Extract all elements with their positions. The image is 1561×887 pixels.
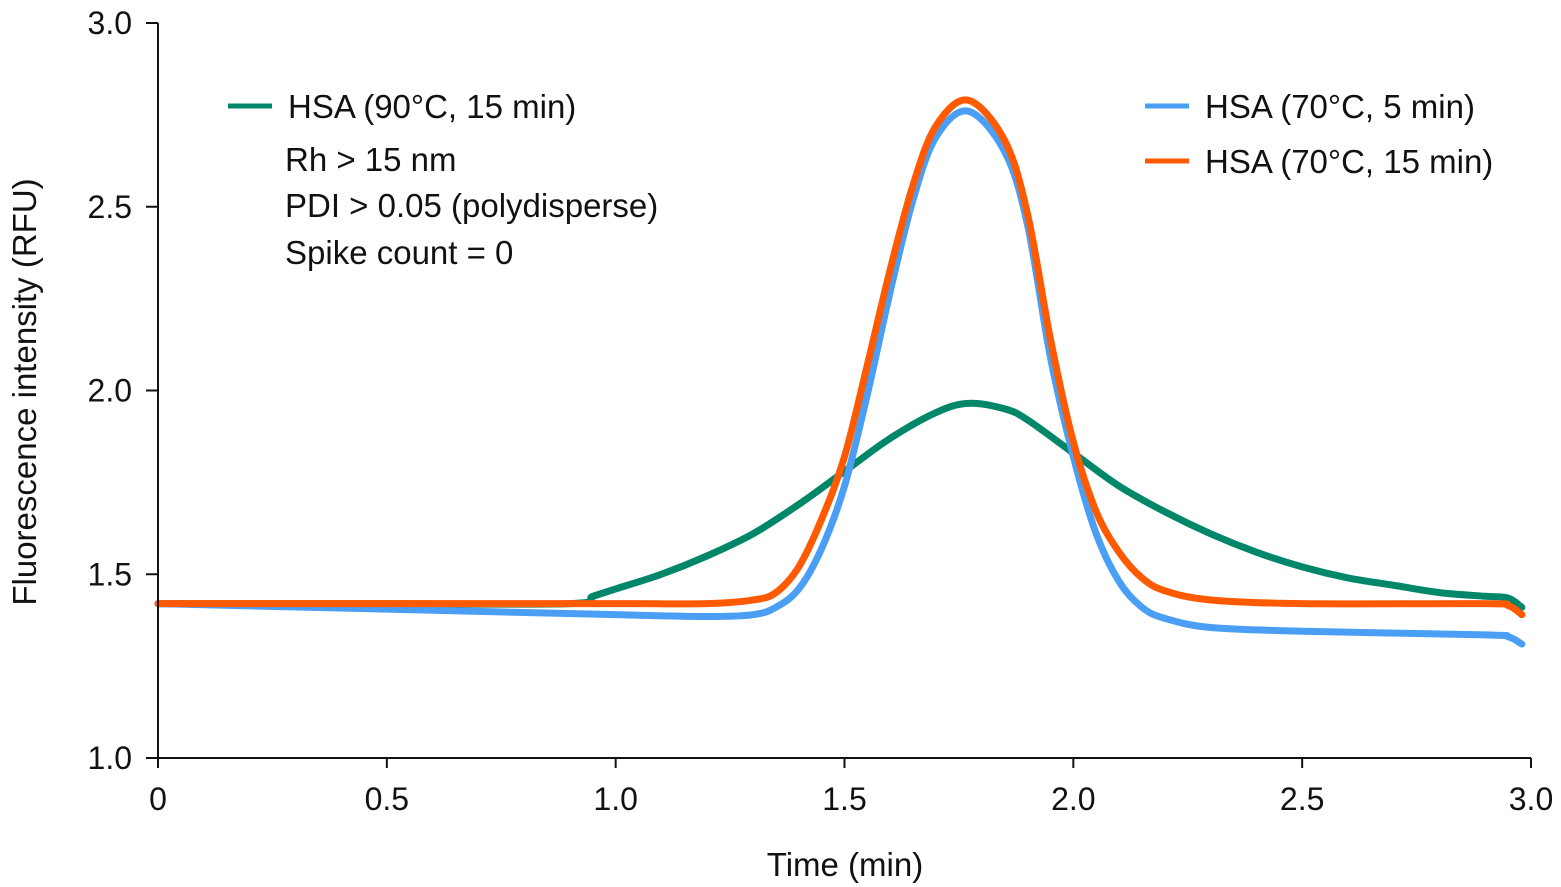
y-axis-title: Fluorescence intensity (RFU): [6, 178, 43, 605]
y-tick-label: 3.0: [88, 5, 132, 41]
legend-label-hsa-90c-15min: HSA (90°C, 15 min): [288, 88, 576, 125]
x-tick-label: 3.0: [1509, 781, 1553, 817]
x-tick-label: 1.5: [822, 781, 866, 817]
legend-label-hsa-70c-15min: HSA (70°C, 15 min): [1205, 143, 1493, 180]
ticks-layer: 0 0.5 1.0 1.5 2.0 2.5 3.0 1.0 1.5 2.0 2.5 3.0: [88, 5, 1554, 817]
y-tick-label: 2.0: [88, 373, 132, 409]
annotation-rh: Rh > 15 nm: [285, 141, 457, 178]
annotation-pdi: PDI > 0.05 (polydisperse): [285, 187, 658, 224]
y-tick-label: 2.5: [88, 189, 132, 225]
series-line-0: [154, 399, 1526, 611]
x-tick-label: 1.0: [593, 781, 637, 817]
y-tick-label: 1.5: [88, 556, 132, 592]
x-tick-label: 0.5: [365, 781, 409, 817]
series-line-2: [154, 96, 1526, 619]
legend-label-hsa-70c-5min: HSA (70°C, 5 min): [1205, 88, 1475, 125]
legend-top-right: HSA (70°C, 5 min) HSA (70°C, 15 min): [1145, 88, 1493, 180]
x-axis-title: Time (min): [767, 846, 923, 883]
y-tick-label: 1.0: [88, 740, 132, 776]
x-tick-label: 0: [149, 781, 167, 817]
annotation-spike-count: Spike count = 0: [285, 234, 513, 271]
series-layer: [154, 96, 1526, 648]
series-line-1: [154, 107, 1526, 648]
legend-top-left: HSA (90°C, 15 min) Rh > 15 nm PDI > 0.05…: [228, 88, 658, 271]
x-tick-label: 2.5: [1280, 781, 1324, 817]
x-tick-label: 2.0: [1051, 781, 1095, 817]
